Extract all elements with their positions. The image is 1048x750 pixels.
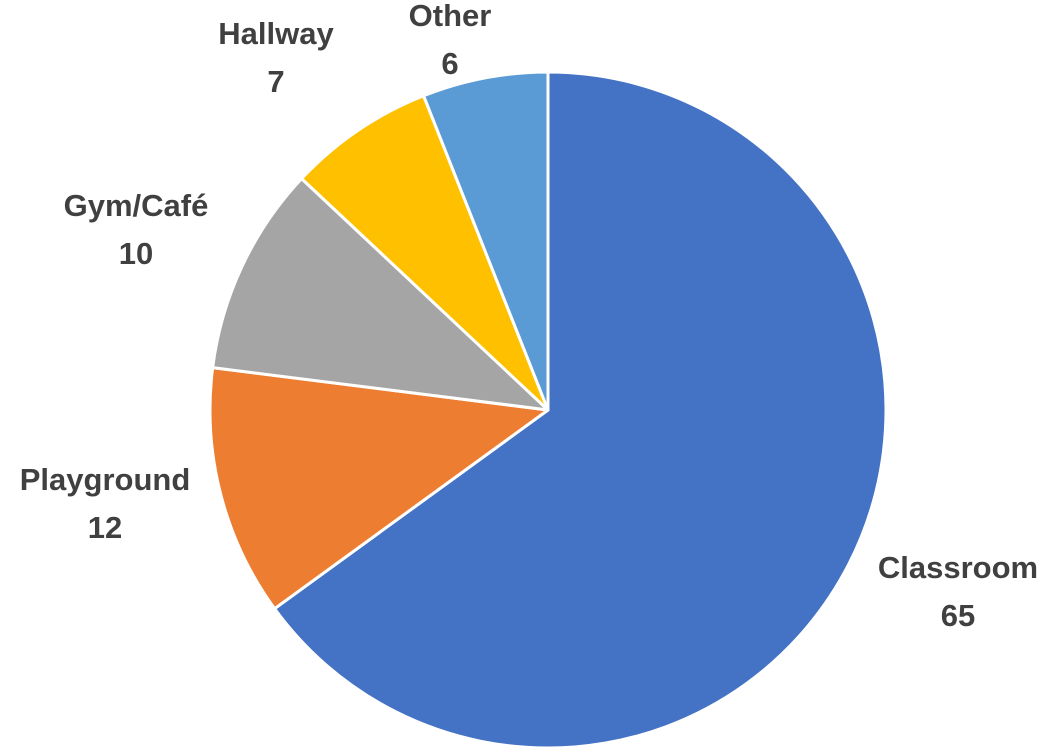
data-label-value: 12 [88,510,122,545]
data-label-name: Gym/Café [64,188,209,223]
data-label-other: Other 6 [409,0,492,81]
data-label-gym-caf: Gym/Café 10 [64,188,209,271]
pie-slices [208,70,888,750]
data-label-classroom: Classroom 65 [878,550,1038,633]
data-label-hallway: Hallway 7 [218,16,334,99]
data-label-playground: Playground 12 [20,462,191,545]
pie-slice-classroom [273,70,888,750]
pie-data-labels: Classroom 65 Playground 12 Gym/Café 10 Hallway… [20,0,1038,633]
data-label-value: 7 [267,64,284,99]
data-label-name: Playground [20,462,191,497]
data-label-name: Hallway [218,16,334,51]
data-label-value: 6 [441,46,458,81]
pie-slice-playground [208,366,550,611]
pie-slice-other [422,70,550,412]
pie-slice-gym-caf [211,177,550,412]
data-label-name: Other [409,0,492,33]
data-label-value: 10 [119,236,153,271]
data-label-name: Classroom [878,550,1038,585]
pie-slice-hallway [300,94,550,412]
data-label-value: 65 [941,598,975,633]
